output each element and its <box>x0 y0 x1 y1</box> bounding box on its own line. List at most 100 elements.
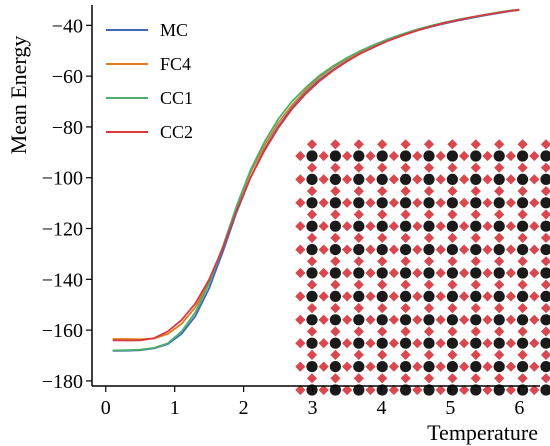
lattice-site-dot <box>540 173 550 185</box>
lattice-bond-diamond <box>470 349 481 360</box>
lattice-bond-diamond <box>517 303 528 314</box>
lattice-bond-diamond <box>342 338 353 349</box>
lattice-site-dot <box>353 150 365 162</box>
lattice-site-dot <box>517 314 529 326</box>
lattice-bond-diamond <box>529 221 540 232</box>
lattice-bond-diamond <box>482 314 493 325</box>
lattice-bond-diamond <box>482 150 493 162</box>
lattice-bond-diamond <box>377 349 388 360</box>
legend-label-cc1: CC1 <box>160 88 193 108</box>
lattice-bond-diamond <box>400 326 411 337</box>
lattice-site-dot <box>540 197 550 209</box>
lattice-bond-diamond <box>517 279 528 290</box>
lattice-bond-diamond <box>540 326 550 337</box>
lattice-bond-diamond <box>494 326 505 337</box>
lattice-bond-diamond <box>529 361 540 372</box>
lattice-site-dot <box>329 150 341 162</box>
y-axis-label: Mean Energy <box>6 36 31 155</box>
lattice-bond-diamond <box>470 209 481 220</box>
lattice-site-dot <box>353 220 365 232</box>
lattice-bond-diamond <box>423 279 435 290</box>
lattice-bond-diamond <box>435 197 446 208</box>
lattice-bond-diamond <box>365 244 376 255</box>
lattice-bond-diamond <box>353 186 364 197</box>
lattice-site-dot <box>329 173 341 185</box>
lattice-bond-diamond <box>400 373 411 384</box>
lattice-bond-diamond <box>295 384 306 396</box>
lattice-site-dot <box>517 290 529 302</box>
lattice-bond-diamond <box>318 174 329 185</box>
x-tick-label: 0 <box>101 397 111 419</box>
lattice-bond-diamond <box>494 256 505 267</box>
lattice-bond-diamond <box>459 197 470 208</box>
lattice-bond-diamond <box>306 373 318 384</box>
lattice-bond-diamond <box>295 291 306 302</box>
lattice-bond-diamond <box>330 186 341 197</box>
x-tick-label: 2 <box>239 397 249 419</box>
lattice-site-dot <box>470 361 482 373</box>
lattice-bond-diamond <box>342 150 353 162</box>
lattice-bond-diamond <box>423 209 435 220</box>
lattice-bond-diamond <box>447 209 458 220</box>
lattice-bond-diamond <box>377 139 388 150</box>
lattice-bond-diamond <box>423 232 435 243</box>
lattice-bond-diamond <box>447 256 458 267</box>
lattice-bond-diamond <box>423 162 435 173</box>
lattice-bond-diamond <box>435 174 446 185</box>
lattice-bond-diamond <box>482 384 493 396</box>
lattice-bond-diamond <box>318 384 329 396</box>
lattice-bond-diamond <box>494 373 505 384</box>
lattice-bond-diamond <box>447 279 458 290</box>
lattice-site-dot <box>329 361 341 373</box>
lattice-bond-diamond <box>494 209 505 220</box>
x-tick-label: 1 <box>170 397 180 419</box>
lattice-bond-diamond <box>505 174 516 185</box>
lattice-bond-diamond <box>318 361 329 372</box>
lattice-bond-diamond <box>400 256 411 267</box>
lattice-bond-diamond <box>365 197 376 208</box>
lattice-site-dot <box>376 290 388 302</box>
lattice-site-dot <box>493 290 505 302</box>
lattice-bond-diamond <box>330 279 341 290</box>
lattice-site-dot <box>423 267 435 279</box>
lattice-bond-diamond <box>540 232 550 243</box>
lattice-site-dot <box>517 197 529 209</box>
lattice-bond-diamond <box>529 267 540 279</box>
lattice-site-dot <box>306 267 318 279</box>
lattice-bond-diamond <box>423 373 435 384</box>
lattice-bond-diamond <box>365 314 376 325</box>
lattice-site-dot <box>423 220 435 232</box>
lattice-bond-diamond <box>459 361 470 372</box>
lattice-bond-diamond <box>388 150 399 162</box>
lattice-site-dot <box>400 150 412 162</box>
lattice-bond-diamond <box>505 361 516 372</box>
legend-label-fc4: FC4 <box>160 54 191 74</box>
lattice-site-dot <box>353 197 365 209</box>
lattice-bond-diamond <box>505 338 516 349</box>
lattice-inset <box>295 139 550 396</box>
lattice-bond-diamond <box>459 291 470 302</box>
lattice-bond-diamond <box>459 338 470 349</box>
lattice-site-dot <box>329 220 341 232</box>
lattice-bond-diamond <box>435 267 446 279</box>
lattice-bond-diamond <box>505 314 516 325</box>
lattice-bond-diamond <box>435 361 446 372</box>
lattice-bond-diamond <box>400 139 411 150</box>
lattice-bond-diamond <box>400 162 411 173</box>
lattice-site-dot <box>329 384 341 396</box>
lattice-bond-diamond <box>342 244 353 255</box>
lattice-site-dot <box>470 384 482 396</box>
lattice-bond-diamond <box>482 338 493 349</box>
lattice-bond-diamond <box>330 349 341 360</box>
lattice-bond-diamond <box>529 314 540 325</box>
lattice-site-dot <box>517 220 529 232</box>
lattice-bond-diamond <box>540 186 550 197</box>
lattice-bond-diamond <box>342 384 353 396</box>
lattice-bond-diamond <box>306 209 318 220</box>
lattice-bond-diamond <box>306 139 318 150</box>
lattice-bond-diamond <box>470 139 481 150</box>
lattice-bond-diamond <box>517 162 528 173</box>
lattice-site-dot <box>446 150 458 162</box>
lattice-site-dot <box>446 384 458 396</box>
lattice-bond-diamond <box>342 174 353 185</box>
